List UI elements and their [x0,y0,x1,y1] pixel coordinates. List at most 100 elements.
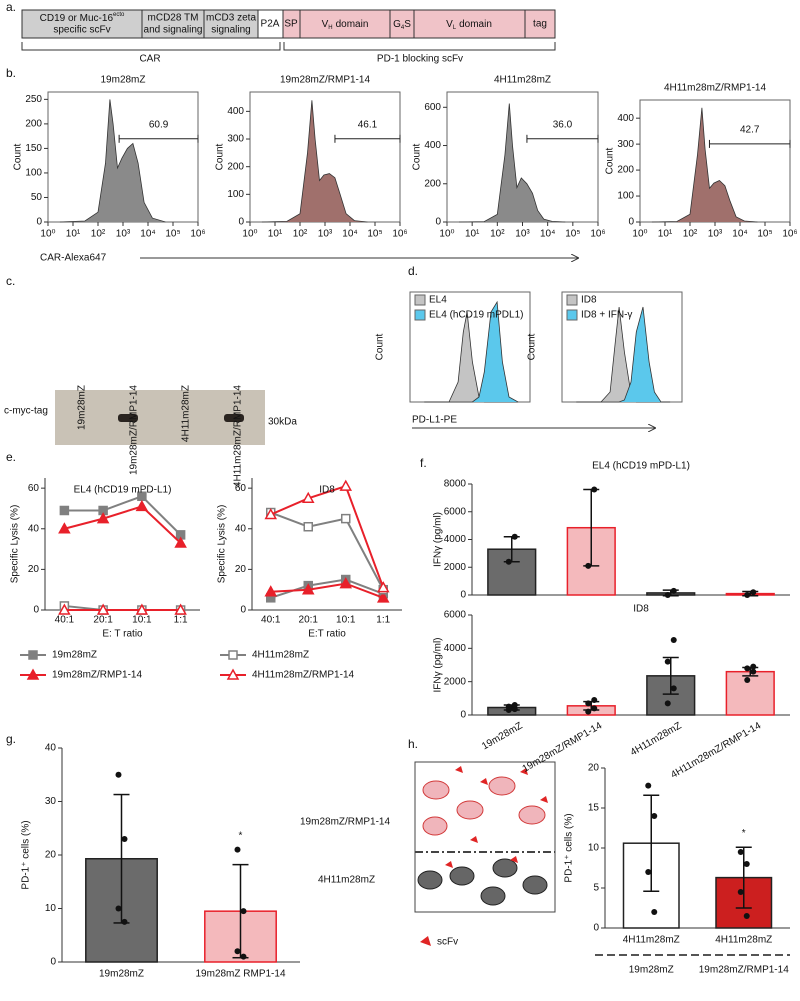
y-tick-label: 400 [424,140,441,151]
x-tick-label: 10:1 [336,615,356,626]
bracket-label: CAR [139,54,160,65]
x-tick-label: 10⁵ [367,229,382,240]
chart-title: 19m28mZ [100,75,145,86]
x-tick-label: 10³ [515,229,530,240]
data-point [744,677,751,683]
histogram-area [576,306,671,403]
legend-label: EL4 (hCD19 mPDL1) [429,310,523,321]
x-sub-label: 19m28mZ/RMP1-14 [699,965,789,976]
x-tick-label: 10⁰ [632,229,647,240]
segment [141,9,205,39]
segment [389,9,415,39]
data-point [743,913,750,919]
data-point [645,869,652,875]
y-axis-label: PD-1⁺ cells (%) [21,820,32,889]
legend-label: 19m28mZ [52,650,97,661]
y-tick-label: 0 [50,957,56,968]
x-tick-label: 40:1 [55,615,75,626]
segment-label: VH domain [322,19,369,31]
x-tick-label: 4H11m28mZ [715,935,772,946]
marker [264,585,278,597]
y-tick-label: 100 [617,191,634,202]
marker [264,508,278,520]
y-axis-label: Count [605,147,616,174]
y-tick-label: 0 [628,217,634,228]
y-tick-label: 200 [424,178,441,189]
panel-label: e. [6,450,16,464]
histogram-area [59,99,166,223]
panel-label: c. [6,274,15,288]
y-tick-label: 200 [227,161,244,172]
y-tick-label: 5 [593,883,599,894]
data-point [737,849,744,855]
x-tick-label: 19m28mZ [480,720,524,752]
data-point [234,948,241,955]
x-tick-label: 10⁴ [140,229,155,240]
marker [301,491,315,504]
gate-label: 60.9 [149,119,169,130]
x-axis-label: E: T ratio [102,629,143,640]
panel-label: f. [420,456,427,470]
y-tick-label: 60 [235,483,247,494]
marker [339,479,353,491]
chart-title: 4H11m28mZ [494,75,551,86]
group-label: 19m28mZ/RMP1-14 [300,817,390,828]
data-point [505,558,512,565]
x-tick-label: 10² [293,229,308,240]
marker [58,603,71,615]
segment-label: VL domain [446,19,492,31]
series-line [270,578,384,599]
y-tick-label: 0 [33,605,39,616]
cell [518,805,546,825]
x-tick-label: 10⁰ [439,229,454,240]
x-tick-label: 10:1 [132,615,152,626]
lane-label: 4H11m28mZ [181,385,192,442]
x-tick-label: 20:1 [93,615,113,626]
segment-label: mCD28 TM [148,13,199,24]
y-tick-label: 6000 [444,506,467,517]
cell [522,875,548,895]
panel-label: g. [6,732,16,746]
x-tick-label: 10⁰ [242,229,257,240]
annotation: * [742,828,746,839]
y-axis-label: PD-1⁺ cells (%) [564,813,575,882]
scfv-icon [455,766,463,773]
blot-band [224,414,244,422]
marker [174,603,187,615]
segment-label: CD19 or Muc-16 [40,13,114,24]
y-tick-label: 40 [235,523,247,534]
segment-label: domain [459,19,492,30]
chart-title: EL4 (hCD19 mPD-L1) [592,461,690,472]
x-tick-label: 10³ [318,229,333,240]
histogram-area [458,103,566,223]
legend-label: 4H11m28mZ [252,650,309,661]
data-point [744,665,751,672]
y-tick-label: 600 [424,102,441,113]
legend-swatch [566,309,578,321]
x-tick-label: 10² [490,229,505,240]
y-tick-label: 50 [31,192,43,203]
subscript: 4 [401,25,405,31]
x-tick-label: 10⁵ [565,229,580,240]
marker [174,536,187,548]
scfv-icon [540,796,548,803]
cell [480,886,506,906]
marker [341,513,351,524]
x-tick-label: 10¹ [658,229,673,240]
x-sub-label: 19m28mZ [629,965,674,976]
cell [422,780,450,800]
construct-diagram: CD19 or Muc-16ecto specific scFv mCD28 T… [21,9,556,65]
data-point [664,700,671,707]
y-axis-label: IFNγ (pg/ml) [433,638,444,693]
legend-marker [26,668,40,680]
y-axis-label: Count [527,333,538,360]
y-axis-label: Count [13,143,24,170]
cell [488,776,516,796]
data-point [585,562,592,569]
x-tick-label: 10⁵ [757,229,772,240]
segment-label: V [446,19,453,30]
data-point [115,771,122,778]
x-tick-label: 4H11m28mZ/RMP1-14 [669,720,763,781]
scfv-icon [510,856,518,863]
x-tick-label: 10² [683,229,698,240]
